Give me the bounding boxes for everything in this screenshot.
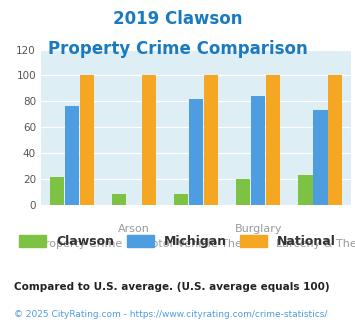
Bar (65, 106, 79, 205)
Bar (236, 179, 251, 205)
Bar (313, 110, 328, 205)
Bar (80, 75, 94, 205)
Bar (204, 75, 218, 205)
Bar (298, 175, 313, 205)
Bar (142, 75, 156, 205)
Text: 2019 Clawson: 2019 Clawson (113, 10, 242, 28)
Text: Burglary: Burglary (235, 224, 282, 234)
Bar (50, 178, 64, 205)
Bar (189, 99, 203, 205)
Text: Compared to U.S. average. (U.S. average equals 100): Compared to U.S. average. (U.S. average … (14, 282, 330, 292)
Text: All Property Crime: All Property Crime (21, 239, 122, 249)
Text: Arson: Arson (118, 224, 150, 234)
Bar (266, 75, 280, 205)
Bar (112, 194, 126, 205)
Bar (328, 75, 343, 205)
Text: Property Crime Comparison: Property Crime Comparison (48, 40, 307, 58)
Bar (251, 96, 266, 205)
Legend: Clawson, Michigan, National: Clawson, Michigan, National (19, 235, 336, 248)
Text: © 2025 CityRating.com - https://www.cityrating.com/crime-statistics/: © 2025 CityRating.com - https://www.city… (14, 310, 328, 319)
Text: Larceny & Theft: Larceny & Theft (276, 239, 355, 249)
Text: Motor Vehicle Theft: Motor Vehicle Theft (142, 239, 250, 249)
Bar (174, 194, 189, 205)
